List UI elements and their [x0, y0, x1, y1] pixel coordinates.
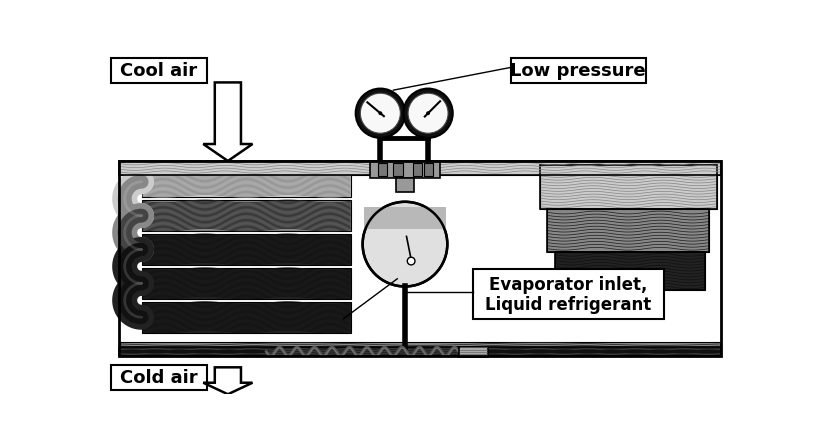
Bar: [111, 365, 207, 390]
Circle shape: [355, 89, 405, 138]
Bar: [142, 200, 351, 231]
Polygon shape: [204, 367, 253, 394]
Bar: [424, 163, 433, 175]
Circle shape: [378, 111, 383, 115]
Bar: [378, 163, 388, 175]
Bar: [555, 252, 705, 290]
Bar: [142, 302, 351, 333]
Bar: [118, 347, 722, 356]
Bar: [120, 342, 720, 354]
Circle shape: [408, 93, 448, 133]
Bar: [539, 165, 717, 210]
Bar: [555, 252, 705, 290]
Bar: [142, 234, 351, 265]
Bar: [118, 350, 268, 354]
Bar: [511, 58, 646, 83]
Bar: [393, 163, 402, 175]
Bar: [548, 210, 709, 252]
Bar: [459, 346, 488, 357]
Bar: [473, 269, 663, 319]
Bar: [120, 163, 720, 175]
Text: Cold air: Cold air: [120, 369, 197, 387]
Circle shape: [360, 93, 401, 133]
Circle shape: [426, 111, 430, 115]
Polygon shape: [204, 82, 253, 161]
Text: Evaporator inlet,
Liquid refrigerant: Evaporator inlet, Liquid refrigerant: [485, 276, 651, 315]
Bar: [111, 58, 207, 83]
Bar: [396, 178, 415, 192]
Bar: [548, 210, 709, 252]
Bar: [413, 163, 422, 175]
Bar: [142, 167, 351, 197]
Text: Low pressure: Low pressure: [511, 62, 646, 80]
Circle shape: [403, 89, 452, 138]
Bar: [488, 350, 722, 354]
Circle shape: [407, 257, 415, 265]
Bar: [142, 268, 351, 299]
Text: Cool air: Cool air: [120, 62, 197, 80]
Bar: [365, 207, 446, 229]
Circle shape: [363, 202, 447, 287]
Bar: [370, 161, 439, 178]
Bar: [118, 161, 722, 175]
Bar: [539, 165, 717, 210]
Bar: [118, 161, 722, 356]
